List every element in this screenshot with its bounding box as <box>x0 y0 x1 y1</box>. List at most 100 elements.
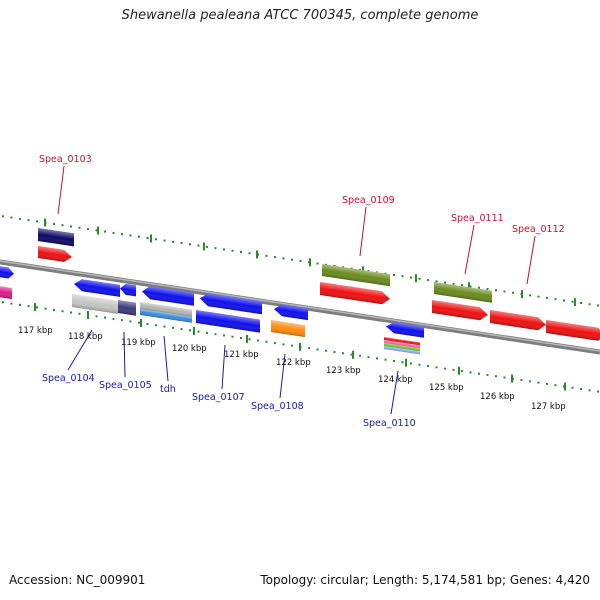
tick-dot <box>520 379 523 382</box>
gene-spea-0109[interactable] <box>320 282 390 305</box>
gene-label-spea-0112[interactable]: Spea_0112 <box>512 224 565 235</box>
tick-dot <box>189 243 191 246</box>
tick-dot <box>529 294 531 297</box>
tick-dot <box>393 359 395 362</box>
outer-major-tick <box>150 234 152 243</box>
outer-tick-ring <box>2 215 599 307</box>
outer-major-tick <box>415 274 417 283</box>
gene-spea-0108-a[interactable] <box>274 303 308 321</box>
gene-label-spea-0110[interactable]: Spea_0110 <box>363 418 416 429</box>
gene-label-tdh[interactable]: tdh <box>160 384 176 395</box>
outer-major-tick <box>521 290 523 299</box>
scale-label-120-kbp: 120 kbp <box>172 344 207 354</box>
gene-tdh-cds-2[interactable] <box>140 309 192 323</box>
inner-major-tick <box>246 334 248 343</box>
tick-dot <box>274 342 276 345</box>
tick-dot <box>588 303 591 306</box>
tick-dot <box>44 307 47 310</box>
tick-dot <box>512 291 514 294</box>
tick-dot <box>240 251 242 253</box>
inner-major-tick <box>352 350 354 359</box>
gene-label-spea-0109[interactable]: Spea_0109 <box>342 195 395 206</box>
gene-label-spea-0111[interactable]: Spea_0111 <box>451 213 504 224</box>
tick-dot <box>435 280 438 283</box>
gene-left-forward[interactable] <box>0 266 14 279</box>
gene-spea-0108[interactable] <box>271 320 305 338</box>
tick-dot <box>588 389 591 392</box>
gene-spea-0111[interactable] <box>432 300 488 321</box>
tick-dot <box>61 224 64 227</box>
gene-tdh[interactable] <box>142 285 194 306</box>
tick-dot <box>155 238 157 241</box>
gene-spea-0107[interactable] <box>196 310 260 333</box>
gene-label-spea-0108[interactable]: Spea_0108 <box>251 401 304 412</box>
gene-spea-0110-band-1[interactable] <box>384 337 420 346</box>
gene-spea-0104b[interactable] <box>120 283 136 297</box>
gene-spea-0110-a[interactable] <box>386 321 424 338</box>
gene-spea-0111-cds[interactable] <box>434 282 492 303</box>
leader-line-tdh <box>163 335 169 382</box>
tick-dot <box>282 257 285 260</box>
tick-dot <box>291 258 293 261</box>
tick-dot <box>248 338 251 341</box>
inner-major-tick <box>405 358 407 367</box>
tick-dot <box>104 316 106 319</box>
gene-spea-0109-cds[interactable] <box>322 264 390 287</box>
tick-dot <box>367 356 370 359</box>
leader-line-spea-0110 <box>390 370 399 415</box>
tick-dot <box>452 368 455 371</box>
inner-major-tick <box>193 326 195 335</box>
tick-dot <box>155 324 157 327</box>
tick-dot <box>87 228 89 231</box>
tick-dot <box>172 240 174 243</box>
gene-left-reverse[interactable] <box>0 286 12 300</box>
tick-dot <box>571 300 574 303</box>
gene-spea-0112[interactable] <box>490 310 546 331</box>
gene-label-spea-0105[interactable]: Spea_0105 <box>99 380 152 391</box>
inner-major-tick <box>87 311 89 320</box>
tick-dot <box>61 310 64 313</box>
tick-dot <box>427 279 429 282</box>
tick-dot <box>19 303 21 306</box>
gene-spea-0110-band-3[interactable] <box>384 343 420 352</box>
tick-dot <box>27 305 30 308</box>
leader-line-spea-0111 <box>464 224 475 275</box>
gene-right-forward[interactable] <box>546 320 600 342</box>
tick-dot <box>495 375 497 378</box>
gene-label-spea-0104[interactable]: Spea_0104 <box>42 373 95 384</box>
tick-dot <box>129 234 132 237</box>
scale-label-122-kbp: 122 kbp <box>276 358 311 368</box>
gene-spea-0105-cds[interactable] <box>118 300 136 316</box>
tick-dot <box>461 370 463 373</box>
gene-label-spea-0107[interactable]: Spea_0107 <box>192 392 245 403</box>
gene-spea-0103-cds[interactable] <box>38 228 74 247</box>
tick-dot <box>308 347 310 350</box>
leader-line-spea-0109 <box>359 206 367 257</box>
genome-summary-text: Topology: circular; Length: 5,174,581 bp… <box>260 573 590 587</box>
tick-dot <box>418 363 421 366</box>
gene-spea-0110-band-4[interactable] <box>384 346 420 355</box>
gene-spea-0104[interactable] <box>74 278 120 297</box>
inner-major-tick <box>34 303 36 312</box>
outer-major-tick <box>309 258 311 267</box>
tick-dot <box>19 217 21 220</box>
gene-tdh-cds[interactable] <box>140 302 192 317</box>
gene-spea-0104-cds[interactable] <box>72 294 118 314</box>
tick-dot <box>597 390 599 393</box>
tick-dot <box>53 308 55 311</box>
tick-dot <box>180 242 183 245</box>
tick-dot <box>393 273 395 276</box>
tick-dot <box>478 286 480 289</box>
tick-dot <box>121 233 123 236</box>
leader-line-spea-0108 <box>279 353 286 399</box>
tick-dot <box>427 365 429 368</box>
tick-dot <box>495 289 497 292</box>
gene-spea-0103[interactable] <box>38 246 72 263</box>
tick-dot <box>410 276 412 279</box>
gene-spea-0107-a[interactable] <box>200 292 262 315</box>
gene-label-spea-0103[interactable]: Spea_0103 <box>39 154 92 165</box>
tick-dot <box>189 329 191 332</box>
gene-spea-0110-band-2[interactable] <box>384 340 420 349</box>
tick-dot <box>503 290 506 293</box>
